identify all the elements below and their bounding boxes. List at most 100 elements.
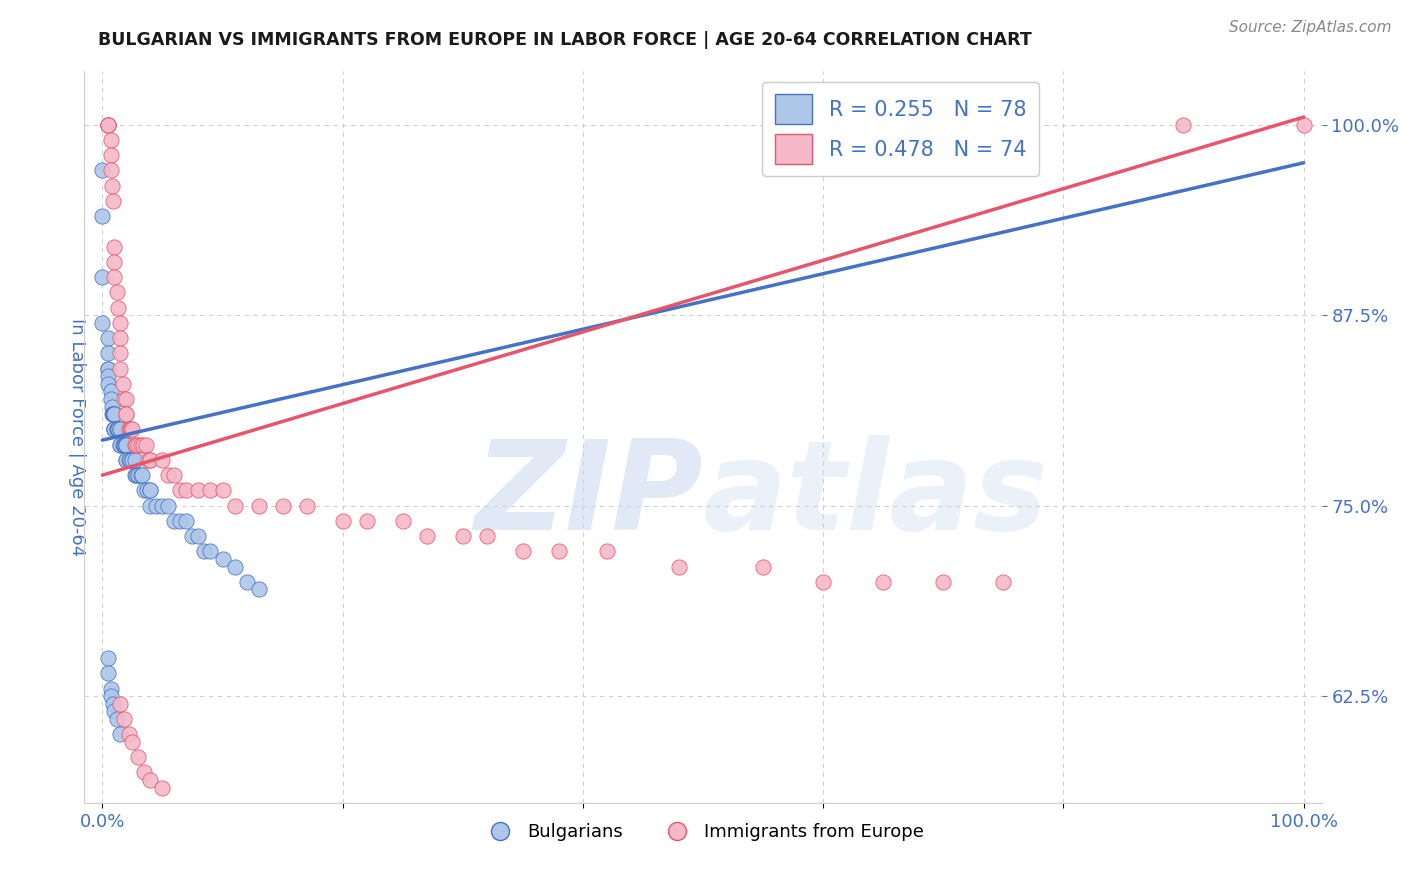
Point [129, 468, 152, 483]
Point [247, 582, 270, 597]
Point [176, 514, 198, 528]
Point [932, 574, 955, 589]
Point [271, 499, 294, 513]
Point [176, 483, 198, 498]
Point [97, 376, 120, 391]
Point [139, 453, 162, 467]
Point [110, 438, 132, 452]
Point [118, 422, 141, 436]
Point [1292, 118, 1315, 132]
Point [332, 514, 354, 528]
Point [101, 400, 124, 414]
Point [103, 697, 125, 711]
Point [124, 468, 146, 483]
Point [103, 239, 125, 253]
Point [139, 483, 162, 498]
Legend: Bulgarians, Immigrants from Europe: Bulgarians, Immigrants from Europe [475, 816, 931, 848]
Point [100, 384, 122, 399]
Point [112, 712, 135, 726]
Point [97, 666, 120, 681]
Point [110, 727, 132, 741]
Point [91, 209, 114, 223]
Point [97, 118, 120, 132]
Point [668, 559, 690, 574]
Point [125, 438, 148, 452]
Point [107, 422, 129, 436]
Text: Source: ZipAtlas.com: Source: ZipAtlas.com [1229, 20, 1392, 35]
Point [103, 194, 125, 208]
Point [811, 574, 834, 589]
Point [115, 453, 138, 467]
Point [169, 483, 191, 498]
Point [97, 331, 120, 345]
Point [115, 453, 138, 467]
Point [100, 163, 122, 178]
Point [110, 438, 132, 452]
Point [103, 705, 125, 719]
Point [1173, 118, 1195, 132]
Text: atlas: atlas [703, 435, 1049, 556]
Point [103, 407, 125, 421]
Point [101, 178, 124, 193]
Point [97, 651, 120, 665]
Point [124, 453, 146, 467]
Point [193, 544, 215, 558]
Point [129, 438, 152, 452]
Point [103, 422, 125, 436]
Point [97, 346, 120, 360]
Point [97, 369, 120, 384]
Point [512, 544, 534, 558]
Point [103, 422, 125, 436]
Point [103, 270, 125, 285]
Point [127, 438, 149, 452]
Point [110, 697, 132, 711]
Point [118, 453, 141, 467]
Text: ZIP: ZIP [474, 435, 703, 556]
Point [187, 529, 209, 543]
Point [139, 453, 162, 467]
Point [132, 438, 155, 452]
Point [211, 483, 233, 498]
Point [139, 483, 162, 498]
Point [97, 118, 120, 132]
Point [115, 407, 138, 421]
Point [97, 118, 120, 132]
Text: BULGARIAN VS IMMIGRANTS FROM EUROPE IN LABOR FORCE | AGE 20-64 CORRELATION CHART: BULGARIAN VS IMMIGRANTS FROM EUROPE IN L… [98, 31, 1032, 49]
Point [157, 499, 180, 513]
Point [187, 483, 209, 498]
Point [135, 483, 157, 498]
Point [111, 376, 134, 391]
Point [872, 574, 894, 589]
Point [105, 712, 128, 726]
Point [111, 438, 134, 452]
Point [157, 468, 180, 483]
Point [103, 407, 125, 421]
Point [118, 422, 141, 436]
Point [145, 499, 167, 513]
Point [124, 438, 146, 452]
Point [110, 346, 132, 360]
Point [91, 270, 114, 285]
Point [112, 438, 135, 452]
Point [105, 422, 128, 436]
Point [752, 559, 775, 574]
Point [103, 407, 125, 421]
Point [115, 407, 138, 421]
Point [103, 407, 125, 421]
Point [152, 499, 174, 513]
Point [110, 331, 132, 345]
Point [118, 727, 141, 741]
Point [115, 438, 138, 452]
Point [127, 468, 149, 483]
Point [103, 255, 125, 269]
Point [114, 438, 136, 452]
Point [169, 514, 191, 528]
Point [107, 422, 129, 436]
Point [115, 392, 138, 406]
Point [224, 559, 246, 574]
Point [200, 544, 222, 558]
Point [295, 499, 318, 513]
Point [247, 499, 270, 513]
Y-axis label: In Labor Force | Age 20-64: In Labor Force | Age 20-64 [67, 318, 86, 557]
Point [139, 499, 162, 513]
